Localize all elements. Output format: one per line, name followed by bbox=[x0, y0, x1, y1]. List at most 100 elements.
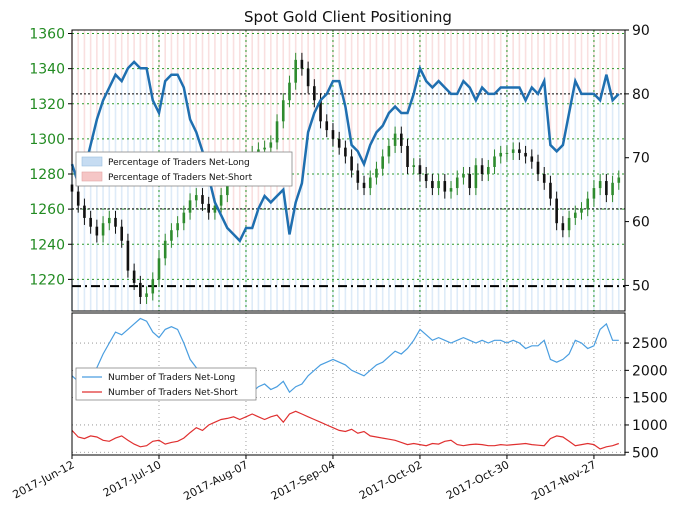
candle-body bbox=[76, 191, 80, 206]
candle-body bbox=[524, 152, 527, 157]
legend-swatch-net-short bbox=[81, 171, 103, 182]
candle-body bbox=[201, 195, 204, 204]
candle-body bbox=[207, 203, 210, 213]
candle-body bbox=[269, 142, 273, 148]
candle-body bbox=[617, 177, 621, 183]
legend-swatch-net-long bbox=[81, 156, 103, 167]
candle-body bbox=[573, 212, 577, 218]
candle-body bbox=[418, 165, 422, 175]
top-legend-box bbox=[75, 151, 293, 187]
candle-body bbox=[176, 223, 179, 231]
candle-body bbox=[132, 270, 136, 283]
left-tick-label: 1220 bbox=[29, 272, 65, 288]
bottom-panel: 500 1000 1500 2000 2500 Number of Traders Ne… bbox=[71, 312, 668, 461]
legend-label-net-short-count: Number of Traders Net-Short bbox=[108, 388, 238, 398]
right-tick-label: 80 bbox=[632, 87, 650, 103]
candle-body bbox=[412, 165, 416, 167]
candle-body bbox=[300, 59, 304, 69]
x-tick-label: 2017-Sep-04 bbox=[269, 458, 338, 503]
candle-body bbox=[101, 223, 105, 236]
candle-body bbox=[530, 156, 534, 162]
candle-body bbox=[288, 82, 291, 101]
top-legend: Percentage of Traders Net-Long Percentag… bbox=[75, 151, 293, 187]
candle-body bbox=[107, 217, 111, 224]
right-tick-label: 2000 bbox=[632, 363, 668, 379]
candle-body bbox=[455, 177, 459, 189]
candle-body bbox=[505, 152, 509, 154]
candle-body bbox=[257, 149, 260, 153]
candle-body bbox=[381, 156, 384, 169]
candle-body bbox=[319, 100, 322, 122]
candle-body bbox=[114, 217, 117, 227]
candle-body bbox=[549, 182, 552, 199]
candle-body bbox=[213, 205, 217, 213]
pct-net-long-line bbox=[70, 60, 620, 243]
candle-body bbox=[437, 181, 440, 189]
candle-body bbox=[468, 174, 471, 189]
candle-body bbox=[387, 145, 391, 157]
candle-body bbox=[586, 198, 590, 210]
candle-body bbox=[188, 200, 192, 213]
candle-body bbox=[163, 240, 167, 259]
candle-body bbox=[170, 230, 173, 241]
candle-body bbox=[89, 217, 92, 227]
bottom-legend-box bbox=[75, 367, 257, 401]
candle-body bbox=[157, 258, 161, 280]
candle-body bbox=[294, 59, 297, 83]
candle-body bbox=[275, 121, 279, 143]
candle-body bbox=[126, 240, 130, 271]
candle-body bbox=[356, 170, 360, 183]
x-tick-label: 2017-Jun-12 bbox=[10, 458, 76, 501]
candle-body bbox=[598, 181, 602, 189]
top-plot-border bbox=[71, 29, 626, 312]
candle-body bbox=[350, 156, 353, 171]
candle-body bbox=[219, 195, 223, 206]
candle-body bbox=[536, 161, 540, 175]
candle-body bbox=[424, 174, 428, 182]
candle-body bbox=[95, 226, 99, 236]
left-tick-label: 1300 bbox=[29, 132, 65, 148]
candle-body bbox=[362, 182, 366, 189]
right-count-axis: 500 1000 1500 2000 2500 bbox=[625, 336, 668, 461]
left-price-axis: 1220 1240 1260 1280 1300 1320 1340 1360 bbox=[29, 27, 72, 288]
candle-body bbox=[511, 149, 515, 153]
candle-body bbox=[487, 166, 490, 175]
candle-body bbox=[567, 217, 571, 231]
candle-body bbox=[120, 226, 124, 241]
x-date-axis: 2017-Jun-12 2017-Jul-10 2017-Aug-07 2017-Se… bbox=[10, 455, 598, 503]
top-panel: 1220 1240 1260 1280 1300 1320 1340 1360 50 60 70 8… bbox=[29, 23, 650, 312]
candle-body bbox=[313, 86, 316, 101]
right-percent-axis: 50 60 70 80 90 bbox=[625, 23, 650, 294]
candle-body bbox=[145, 293, 148, 297]
reference-lines bbox=[72, 93, 625, 288]
candle-body bbox=[281, 100, 285, 122]
candle-body bbox=[499, 152, 503, 157]
right-tick-label: 70 bbox=[632, 151, 650, 167]
left-tick-label: 1320 bbox=[29, 97, 65, 113]
right-tick-label: 60 bbox=[632, 215, 650, 231]
candle-body bbox=[493, 156, 496, 167]
candle-body bbox=[449, 188, 453, 192]
candle-body bbox=[561, 223, 565, 231]
candle-body bbox=[139, 282, 142, 297]
candle-body bbox=[344, 147, 347, 157]
candle-body bbox=[393, 133, 397, 146]
candle-body bbox=[592, 188, 596, 199]
chart-title: Spot Gold Client Positioning bbox=[244, 8, 452, 26]
legend-label-net-long-count: Number of Traders Net-Long bbox=[108, 373, 235, 383]
candle-body bbox=[462, 174, 465, 178]
x-tick-label: 2017-Oct-02 bbox=[357, 458, 424, 502]
legend-label-net-long: Percentage of Traders Net-Long bbox=[108, 158, 250, 168]
candle-body bbox=[542, 174, 546, 183]
candle-body bbox=[151, 279, 155, 294]
x-tick-label: 2017-Aug-07 bbox=[181, 458, 250, 503]
candle-body bbox=[337, 138, 341, 148]
candle-body bbox=[555, 198, 558, 224]
bottom-gridlines bbox=[71, 313, 625, 455]
candle-body bbox=[331, 130, 335, 139]
candle-body bbox=[474, 165, 478, 189]
candle-body bbox=[83, 205, 86, 218]
right-tick-label: 50 bbox=[632, 278, 650, 294]
candle-body bbox=[263, 147, 266, 150]
